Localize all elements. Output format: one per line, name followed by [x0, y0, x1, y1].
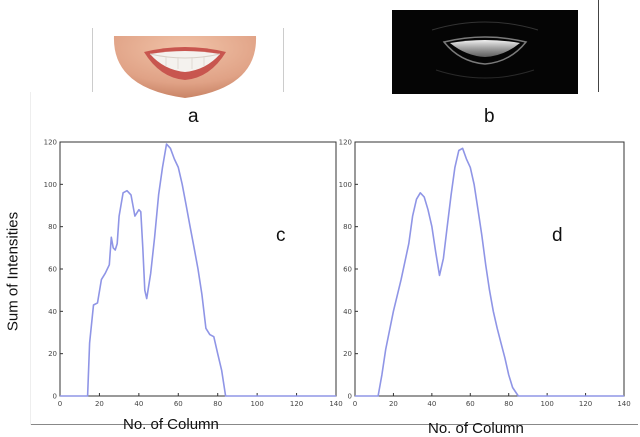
- x-tick-label: 140: [329, 400, 342, 408]
- frame-line-right: [598, 0, 599, 92]
- x-tick-label: 120: [290, 400, 303, 408]
- x-tick-label: 0: [58, 400, 62, 408]
- chart-letter-c: c: [276, 225, 286, 246]
- panel-label-a: a: [188, 106, 199, 127]
- y-tick-label: 40: [343, 308, 352, 316]
- y-tick-label: 40: [48, 308, 57, 316]
- x-tick-label: 20: [95, 400, 104, 408]
- frame-line-bottom: [30, 424, 638, 425]
- x-tick-label: 120: [579, 400, 592, 408]
- mouth-edge-image-icon: [431, 21, 539, 79]
- x-axis-title-c: No. of Column: [123, 416, 219, 433]
- y-tick-label: 120: [44, 139, 57, 147]
- x-tick-label: 100: [540, 400, 553, 408]
- series-line-d: [355, 147, 624, 397]
- y-tick-label: 0: [53, 393, 57, 401]
- x-tick-label: 80: [213, 400, 222, 408]
- x-axis-title-d: No. of Column: [428, 420, 524, 437]
- photo-a: [92, 28, 278, 100]
- photo-b: [392, 10, 578, 94]
- x-tick-label: 60: [174, 400, 183, 408]
- y-tick-label: 80: [48, 223, 57, 231]
- x-tick-label: 60: [466, 400, 475, 408]
- panel-label-b: b: [484, 106, 495, 127]
- frame-line-left: [30, 92, 31, 425]
- y-tick-label: 120: [339, 139, 352, 147]
- x-tick-label: 40: [427, 400, 436, 408]
- frame-line-top-right: [283, 28, 284, 92]
- y-tick-label: 20: [48, 350, 57, 358]
- y-tick-label: 60: [48, 266, 57, 274]
- x-tick-label: 40: [134, 400, 143, 408]
- y-tick-label: 80: [343, 223, 352, 231]
- x-tick-label: 80: [504, 400, 513, 408]
- chart-letter-d: d: [552, 225, 563, 246]
- x-tick-label: 20: [389, 400, 398, 408]
- y-tick-label: 60: [343, 266, 352, 274]
- series-line-c: [60, 143, 336, 397]
- x-tick-label: 100: [250, 400, 263, 408]
- frame-line-top: [92, 28, 93, 92]
- y-tick-label: 0: [348, 393, 352, 401]
- y-tick-label: 100: [44, 181, 57, 189]
- y-tick-label: 20: [343, 350, 352, 358]
- x-tick-label: 140: [617, 400, 630, 408]
- x-tick-label: 0: [353, 400, 357, 408]
- y-tick-label: 100: [339, 181, 352, 189]
- plot-area-d: [354, 141, 625, 397]
- mouth-photo-icon: [113, 36, 257, 98]
